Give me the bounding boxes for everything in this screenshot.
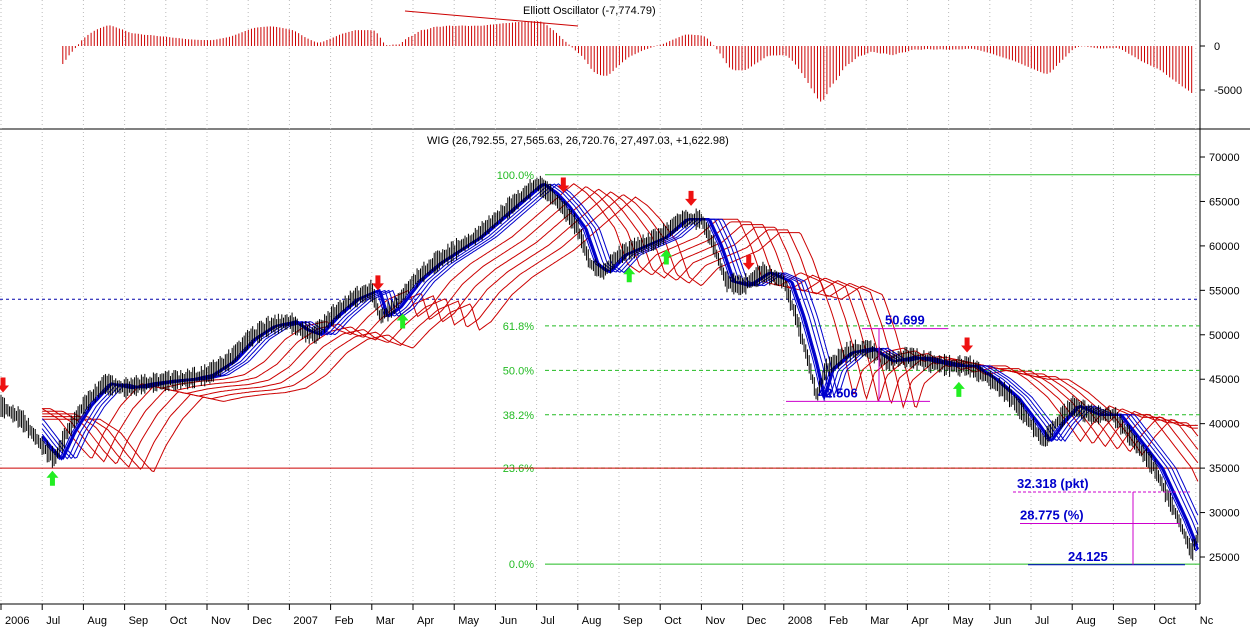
fast-moving-average (41, 183, 1199, 536)
x-tick-label: Jul (1035, 615, 1049, 627)
y-tick-label: 65000 (1209, 196, 1240, 208)
fast-moving-average (41, 183, 1199, 546)
x-tick-label: Mar (376, 615, 395, 627)
x-tick-label: Apr (417, 615, 434, 627)
moving-averages (41, 182, 1200, 552)
slow-moving-average (42, 194, 1198, 470)
fast-moving-average (41, 183, 1199, 525)
sell-arrow-icon (0, 377, 9, 393)
fibonacci-levels: 100.0% 61.8% 50.0% 38.2% 23.6% 0.0% (497, 170, 1200, 571)
oscillator-axis: 0 -5000 (1200, 41, 1242, 97)
x-tick-label: Aug (1076, 615, 1096, 627)
fib-level-label: 0.0% (509, 559, 534, 571)
buy-arrow-icon (952, 381, 965, 397)
buy-arrow-icon (396, 313, 409, 329)
slow-moving-average (42, 188, 1199, 465)
x-tick-label: Sep (1117, 615, 1137, 627)
x-tick-label: Oct (170, 615, 187, 627)
slow-moving-average (42, 191, 1199, 468)
slow-moving-average (41, 183, 1199, 482)
y-tick-label: 45000 (1209, 374, 1240, 386)
osc-tick-label: -5000 (1214, 85, 1242, 97)
annotation-label: 42.506 (818, 385, 858, 400)
horizontal-lines (0, 298, 1200, 469)
y-tick-label: 40000 (1209, 419, 1240, 431)
fib-level-label: 61.8% (503, 321, 534, 333)
y-axis: 70000 65000 60000 55000 50000 45000 40000 35000… (1200, 152, 1240, 564)
x-tick-label: May (953, 615, 974, 627)
buy-arrow-icon (623, 267, 636, 283)
x-tick-label: 2008 (788, 615, 812, 627)
buy-arrow-icon (660, 249, 673, 265)
annotation-label: 32.318 (pkt) (1017, 476, 1089, 491)
sell-arrow-icon (742, 254, 755, 270)
y-tick-label: 25000 (1209, 552, 1240, 564)
x-tick-label: Aug (582, 615, 602, 627)
sell-arrow-icon (961, 337, 974, 353)
x-tick-label: Jul (46, 615, 60, 627)
sell-arrow-icon (371, 275, 384, 291)
x-tick-label: 2007 (293, 615, 317, 627)
y-tick-label: 35000 (1209, 463, 1240, 475)
y-tick-label: 70000 (1209, 152, 1240, 164)
annotations: 50.699 42.506 32.318 (pkt) 28.775 (%) 24.125 (786, 313, 1190, 566)
slow-moving-average (42, 196, 1198, 473)
x-tick-label: Feb (829, 615, 848, 627)
x-tick-label: Dec (252, 615, 272, 627)
x-tick-label: Apr (911, 615, 928, 627)
sell-arrow-icon (557, 177, 570, 193)
fib-level-label: 100.0% (497, 170, 535, 182)
fib-level-label: 23.6% (503, 463, 534, 475)
x-tick-label: Dec (747, 615, 767, 627)
x-tick-label: May (458, 615, 479, 627)
oscillator-title: Elliott Oscillator (-7,774.79) (523, 5, 656, 17)
annotation-label: 24.125 (1068, 549, 1108, 564)
y-tick-label: 60000 (1209, 241, 1240, 253)
x-tick-label: Nov (211, 615, 231, 627)
fast-moving-average (41, 183, 1199, 516)
fib-level-label: 50.0% (503, 365, 534, 377)
price-series (0, 175, 1199, 561)
slow-moving-average (42, 186, 1199, 464)
fast-moving-average (41, 183, 1199, 552)
x-tick-label: Jun (994, 615, 1012, 627)
x-tick-label: Oct (664, 615, 681, 627)
x-tick-label: Feb (335, 615, 354, 627)
buy-arrow-icon (46, 470, 59, 486)
chart-title: WIG (26,792.55, 27,565.63, 26,720.76, 27… (427, 135, 729, 147)
annotation-label: 50.699 (885, 313, 925, 328)
x-tick-label: Aug (87, 615, 107, 627)
x-tick-label: Nov (705, 615, 725, 627)
oscillator-trendline (404, 10, 579, 27)
x-tick-label: Nc (1200, 615, 1214, 627)
x-tick-label: Sep (623, 615, 643, 627)
x-tick-label: Jul (541, 615, 555, 627)
sell-arrow-icon (685, 190, 698, 206)
signal-arrows (0, 177, 974, 486)
x-tick-label: 2006 (5, 615, 29, 627)
y-tick-label: 30000 (1209, 508, 1240, 520)
x-tick-label: Oct (1159, 615, 1176, 627)
fast-moving-average-bold (41, 182, 1200, 550)
fib-level-label: 38.2% (503, 410, 534, 422)
x-tick-label: Mar (870, 615, 889, 627)
osc-tick-label: 0 (1214, 41, 1220, 53)
vertical-grid (0, 0, 1197, 604)
y-tick-label: 50000 (1209, 330, 1240, 342)
x-tick-label: Sep (129, 615, 149, 627)
x-axis: 2006 Jul Aug Sep Oct Nov Dec 2007 Feb Mar Apr May Ju… (0, 604, 1214, 627)
y-tick-label: 55000 (1209, 285, 1240, 297)
annotation-label: 28.775 (%) (1020, 507, 1084, 522)
x-tick-label: Jun (499, 615, 517, 627)
oscillator-bars (62, 21, 1193, 102)
